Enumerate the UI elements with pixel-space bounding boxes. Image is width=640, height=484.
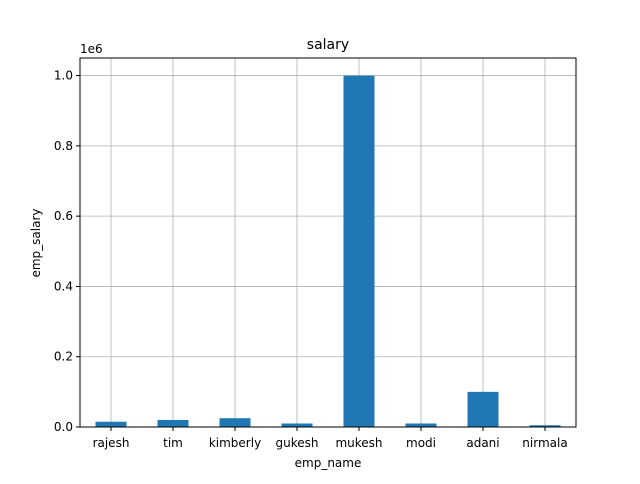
x-tick-label: modi [406, 436, 436, 450]
bar-gukesh [281, 423, 313, 427]
plot-frame [79, 57, 577, 428]
x-tick-label: rajesh [93, 436, 130, 450]
bar-kimberly [219, 418, 251, 427]
x-tick-label: tim [163, 436, 183, 450]
bar-tim [157, 419, 189, 427]
bar-modi [405, 423, 437, 427]
y-axis-ticks: 0.0 0.2 0.4 0.6 0.8 1.0 [54, 69, 80, 434]
grid-lines [80, 58, 576, 428]
x-tick-label: gukesh [276, 436, 319, 450]
x-axis-ticks: rajesh tim kimberly gukesh mukesh modi adani ni… [93, 427, 568, 450]
y-tick-label: 0.0 [54, 420, 73, 434]
bars [95, 75, 561, 428]
bar-mukesh [343, 75, 375, 428]
y-tick-label: 0.6 [54, 209, 73, 223]
bar-rajesh [95, 421, 127, 427]
x-axis-label: emp_name [295, 456, 362, 470]
bar-adani [467, 391, 499, 427]
y-axis-offset-label: 1e6 [80, 42, 103, 56]
y-tick-label: 1.0 [54, 69, 73, 83]
bar-nirmala [529, 425, 561, 427]
y-tick-label: 0.4 [54, 279, 73, 293]
y-axis-label: emp_salary [29, 208, 43, 277]
x-tick-label: mukesh [335, 436, 382, 450]
y-tick-label: 0.2 [54, 350, 73, 364]
x-tick-label: kimberly [209, 436, 261, 450]
x-tick-label: nirmala [522, 436, 567, 450]
x-tick-label: adani [466, 436, 499, 450]
chart-title: salary [307, 37, 349, 53]
y-tick-label: 0.8 [54, 139, 73, 153]
